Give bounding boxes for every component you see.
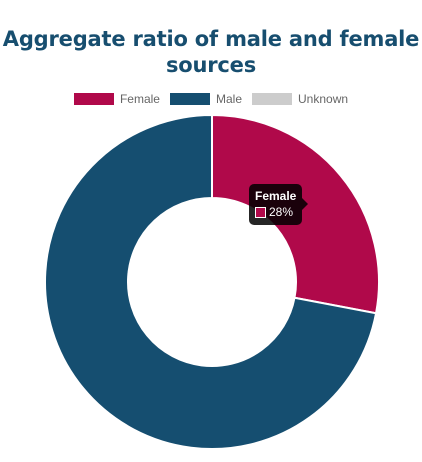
legend-label-unknown: Unknown bbox=[298, 92, 349, 106]
tooltip-body: 28% bbox=[255, 204, 296, 220]
chart-tooltip: Female 28% bbox=[249, 184, 309, 225]
tooltip-title: Female bbox=[255, 189, 297, 203]
legend-swatch-unknown bbox=[252, 93, 292, 105]
chart-title-line-2: sources bbox=[165, 53, 257, 77]
legend-swatch-male bbox=[169, 93, 210, 105]
legend-label-male: Male bbox=[215, 92, 242, 106]
chart-title: Aggregate ratio of male and female sourc… bbox=[0, 26, 422, 78]
tooltip-swatch bbox=[255, 206, 266, 218]
chart-title-line-1: Aggregate ratio of male and female bbox=[2, 27, 420, 51]
chart-legend: Female Male Unknown bbox=[0, 92, 422, 106]
legend-item-male[interactable]: Male bbox=[169, 92, 242, 106]
donut-slice-male[interactable] bbox=[44, 113, 378, 450]
tooltip-value: 28% bbox=[269, 205, 294, 219]
legend-item-unknown[interactable]: Unknown bbox=[252, 92, 348, 106]
legend-label-female: Female bbox=[119, 92, 160, 106]
legend-item-female[interactable]: Female bbox=[73, 92, 160, 106]
legend-swatch-female bbox=[73, 93, 114, 105]
